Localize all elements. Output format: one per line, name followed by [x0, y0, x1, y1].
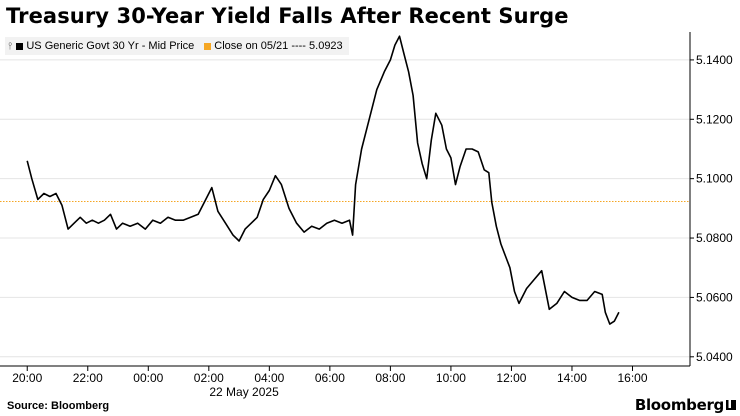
x-tick-label: 22:00: [73, 371, 103, 385]
x-tick-label: 14:00: [557, 371, 587, 385]
series-line-0: [26, 35, 620, 325]
y-tick-label: 5.1400: [696, 53, 733, 67]
legend-swatch-close: [204, 42, 212, 50]
x-tick-label: 00:00: [133, 371, 163, 385]
chart-title: Treasury 30-Year Yield Falls After Recen…: [6, 4, 569, 28]
x-tick-label: 10:00: [436, 371, 466, 385]
y-tick-label: 5.0600: [696, 290, 733, 304]
gridlines: [0, 59, 690, 358]
y-tick-label: 5.1200: [696, 112, 733, 126]
y-axis: 5.1400 5.1200 5.1000 5.0800 5.0600 5.0400: [689, 32, 733, 366]
x-tick-label: 06:00: [315, 371, 345, 385]
y-tick-label: 5.0400: [696, 350, 733, 364]
x-axis: 20:00 22:00 00:00 02:00 04:00 06:00 08:00 10:00…: [0, 365, 690, 385]
x-tick-label: 02:00: [194, 371, 224, 385]
legend: ⫯ US Generic Govt 30 Yr - Mid Price Clos…: [5, 37, 349, 55]
series-line: [26, 35, 620, 325]
y-tick-label: 5.1000: [696, 172, 733, 186]
pin-icon[interactable]: ⫯: [8, 40, 13, 52]
y-tick-label: 5.0800: [696, 231, 733, 245]
legend-label-close: Close on 05/21 ---- 5.0923: [214, 40, 343, 52]
legend-item-series: US Generic Govt 30 Yr - Mid Price: [16, 40, 194, 52]
source-note: Source: Bloomberg: [7, 400, 110, 412]
legend-label-series: US Generic Govt 30 Yr - Mid Price: [26, 40, 195, 52]
x-tick-label: 12:00: [496, 371, 526, 385]
terminal-icon: ▌: [726, 400, 736, 410]
x-tick-label: 08:00: [375, 371, 405, 385]
x-tick-label: 16:00: [617, 371, 647, 385]
legend-item-close: Close on 05/21 ---- 5.0923: [204, 40, 343, 52]
legend-swatch-series: [16, 42, 24, 50]
date-label: 22 May 2025: [209, 385, 279, 399]
brand-logo: Bloomberg: [634, 396, 724, 414]
x-tick-label: 20:00: [12, 371, 42, 385]
x-tick-label: 04:00: [254, 371, 284, 385]
